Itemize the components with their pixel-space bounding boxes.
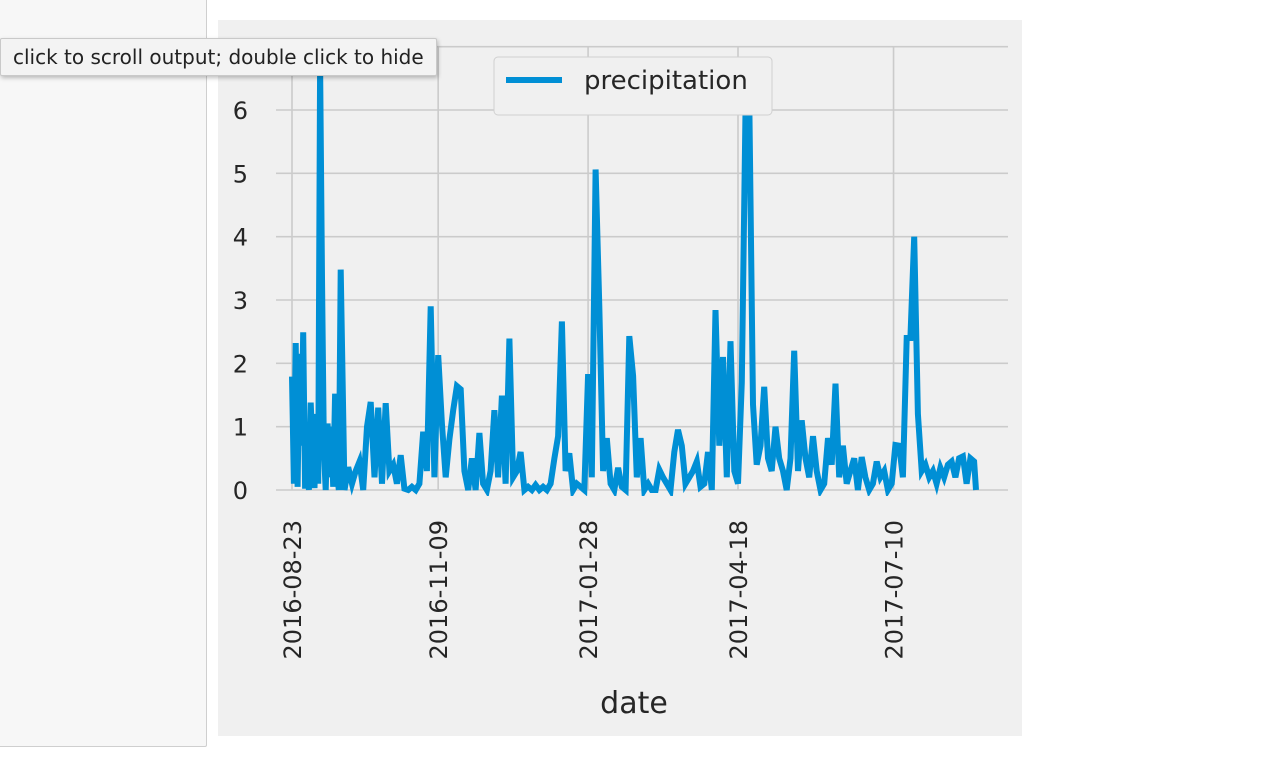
y-tick-label: 6 [233, 97, 248, 125]
x-tick-label: 2017-04-18 [725, 520, 753, 659]
x-ticks: 2016-08-23 2016-11-09 2017-01-28 2017-04-18… [279, 520, 909, 659]
chart-figure: 01234567 2016-08-232016-11-092017-01-282… [218, 20, 1022, 736]
x-tick-label: 2017-01-28 [575, 520, 603, 659]
legend-box [493, 56, 773, 116]
output-prompt-area[interactable] [0, 0, 207, 747]
x-axis-label: date [600, 686, 668, 721]
x-tick-label: 2016-11-09 [425, 520, 453, 659]
legend-label: precipitation [584, 66, 748, 96]
y-tick-label: 0 [233, 477, 248, 505]
y-tick-label: 4 [233, 224, 248, 252]
y-tick-label: 1 [233, 414, 248, 442]
y-tick-label: 5 [233, 160, 248, 188]
legend: precipitation [493, 56, 773, 116]
y-tick-label: 2 [233, 350, 248, 378]
scroll-output-tooltip: click to scroll output; double click to … [0, 38, 437, 76]
y-tick-label: 3 [233, 287, 248, 315]
series-line-precipitation [289, 65, 979, 496]
series-layer [289, 65, 979, 496]
y-ticks: 01234567 [233, 34, 248, 505]
x-tick-label: 2016-08-23 [279, 520, 307, 659]
x-tick-label: 2017-07-10 [881, 520, 909, 659]
grid-layer [276, 45, 1008, 491]
precipitation-chart: 01234567 2016-08-232016-11-092017-01-282… [233, 34, 1008, 721]
